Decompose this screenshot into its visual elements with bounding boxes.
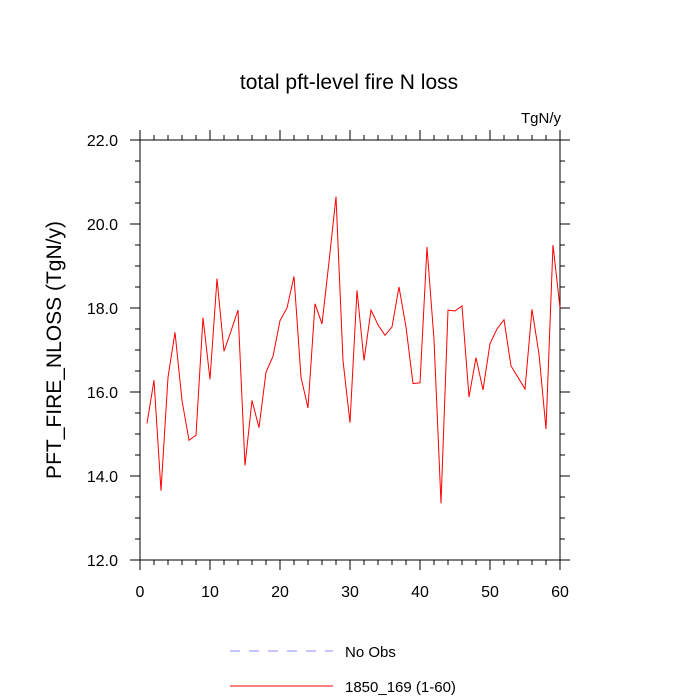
x-axis-ticks: 0 10 20 30 40 50 60 xyxy=(136,130,569,601)
y-tick-label: 12.0 xyxy=(87,553,118,570)
y-tick-label: 20.0 xyxy=(87,217,118,234)
plot-frame xyxy=(139,139,561,561)
legend: No Obs 1850_169 (1-60) xyxy=(230,644,456,696)
series-line xyxy=(146,196,561,504)
x-tick-label: 30 xyxy=(341,584,359,601)
chart-title: total pft-level fire N loss xyxy=(240,71,458,94)
x-tick-label: 60 xyxy=(551,584,569,601)
data-series xyxy=(146,196,561,504)
y-tick-label: 16.0 xyxy=(87,385,118,402)
x-tick-label: 10 xyxy=(201,584,219,601)
x-tick-label: 0 xyxy=(136,584,145,601)
x-tick-label: 40 xyxy=(411,584,429,601)
y-tick-label: 18.0 xyxy=(87,301,118,318)
units-label: TgN/y xyxy=(521,110,562,127)
legend-label: No Obs xyxy=(345,644,396,661)
legend-label: 1850_169 (1-60) xyxy=(345,679,456,696)
x-tick-label: 20 xyxy=(271,584,289,601)
y-axis-label: PFT_FIRE_NLOSS (TgN/y) xyxy=(43,221,66,479)
y-tick-label: 14.0 xyxy=(87,469,118,486)
y-axis-ticks: 12.0 14.0 16.0 18.0 20.0 22.0 xyxy=(87,133,570,570)
x-tick-label: 50 xyxy=(481,584,499,601)
y-tick-label: 22.0 xyxy=(87,133,118,150)
